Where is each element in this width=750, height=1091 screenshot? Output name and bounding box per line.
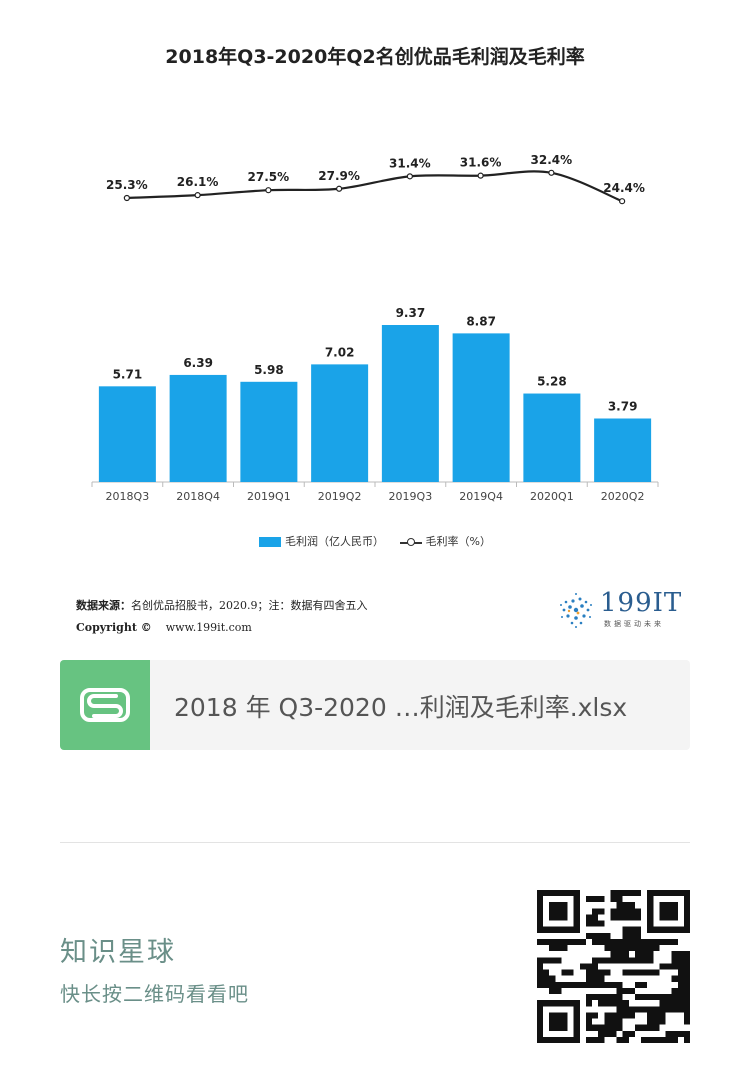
- bar-data-label: 5.71: [113, 367, 143, 381]
- x-tick-label: 2019Q4: [459, 490, 503, 503]
- bar: [98, 386, 156, 482]
- line-data-label: 26.1%: [177, 175, 219, 189]
- bar: [311, 364, 369, 482]
- line-data-label: 24.4%: [603, 181, 645, 195]
- bar: [240, 381, 298, 482]
- bar-data-label: 6.39: [183, 356, 213, 370]
- line-data-label: 27.5%: [248, 170, 290, 184]
- x-tick-label: 2018Q4: [176, 490, 220, 503]
- legend-line-swatch: [399, 537, 422, 547]
- line-data-label: 31.6%: [460, 156, 502, 170]
- margin-rate-point: [619, 198, 626, 205]
- chart-card: 2018年Q3-2020年Q2名创优品毛利润及毛利率 5.71 2018Q3 6.3…: [0, 46, 750, 639]
- x-tick-label: 2019Q3: [389, 490, 433, 503]
- source-url: www.199it.com: [165, 621, 252, 634]
- x-tick-label: 2019Q2: [318, 490, 362, 503]
- x-tick-label: 2020Q1: [530, 490, 574, 503]
- divider: [60, 842, 690, 843]
- x-tick-label: 2018Q3: [106, 490, 150, 503]
- bar-data-label: 5.28: [537, 375, 567, 389]
- margin-rate-point: [265, 187, 272, 194]
- qr-code-icon[interactable]: [537, 890, 690, 1043]
- bar: [169, 374, 227, 482]
- margin-rate-point: [477, 172, 484, 179]
- source-text: 名创优品招股书，2020.9；注：数据有四舍五入: [131, 599, 368, 612]
- line-data-label: 25.3%: [106, 178, 148, 192]
- attachment-card[interactable]: 2018 年 Q3-2020 …利润及毛利率.xlsx: [60, 660, 690, 750]
- legend-bar-swatch: [259, 537, 282, 547]
- line-data-label: 31.4%: [389, 156, 431, 170]
- bar-data-label: 9.37: [396, 306, 426, 320]
- chart-legend: 毛利润（亿人民币） 毛利率（%）: [0, 533, 750, 549]
- footer-subtitle: 快长按二维码看看吧: [60, 982, 249, 1006]
- logo-text: 199IT: [600, 588, 683, 618]
- source-label: 数据来源：: [76, 599, 131, 612]
- attachment-file-name: 2018 年 Q3-2020 …利润及毛利率.xlsx: [174, 693, 628, 722]
- margin-rate-point: [336, 185, 343, 192]
- line-data-label: 32.4%: [531, 153, 573, 167]
- logo-dots-icon: [560, 593, 592, 628]
- bar: [452, 333, 510, 482]
- margin-rate-point: [548, 169, 555, 176]
- spreadsheet-file-icon: [60, 660, 150, 750]
- source-note: 数据来源：名创优品招股书，2020.9；注：数据有四舍五入 Copyright …: [76, 595, 368, 639]
- legend-line-label: 毛利率（%）: [425, 535, 491, 548]
- bar-data-label: 7.02: [325, 345, 355, 359]
- margin-rate-point: [123, 194, 130, 202]
- legend-bar-label: 毛利润（亿人民币）: [285, 535, 385, 548]
- chart-svg: 5.71 2018Q3 6.39 2018Q4 5.98 2019Q1 7.02 2019Q2…: [91, 153, 659, 503]
- margin-rate-point: [194, 192, 201, 199]
- line-data-label: 27.9%: [318, 169, 360, 183]
- copyright-label: Copyright ©: [76, 621, 152, 634]
- bar-data-label: 8.87: [466, 314, 496, 328]
- margin-rate-line: [126, 170, 623, 203]
- margin-rate-point: [406, 173, 413, 180]
- chart-title: 2018年Q3-2020年Q2名创优品毛利润及毛利率: [165, 46, 585, 68]
- footer-title: 知识星球: [60, 937, 176, 968]
- bar-data-label: 5.98: [254, 363, 284, 377]
- bar-data-label: 3.79: [608, 399, 638, 413]
- bar: [594, 418, 652, 482]
- brand-logo: 199IT 数据驱动未来: [556, 588, 686, 632]
- logo-subtitle: 数据驱动未来: [604, 620, 664, 628]
- x-tick-label: 2020Q2: [601, 490, 645, 503]
- bar: [381, 325, 439, 482]
- x-tick-label: 2019Q1: [247, 490, 291, 503]
- bar: [523, 393, 581, 482]
